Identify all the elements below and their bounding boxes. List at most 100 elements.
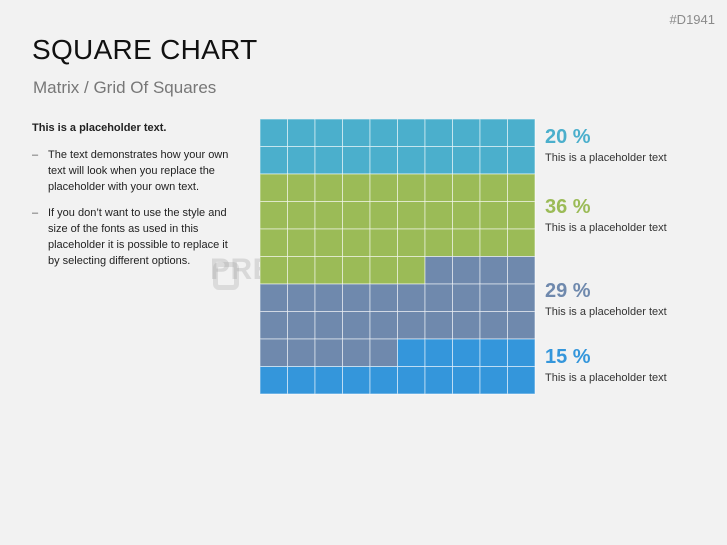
grid-square [507, 146, 536, 175]
grid-square [479, 338, 508, 367]
grid-square [287, 173, 316, 202]
grid-square [342, 283, 371, 312]
watermark-logo-icon [213, 262, 239, 290]
grid-square [507, 338, 536, 367]
dash-bullet: – [32, 207, 39, 219]
grid-square [369, 338, 398, 367]
grid-square [452, 366, 481, 395]
grid-square [397, 283, 426, 312]
legend-percent: 20 % [545, 126, 591, 148]
grid-square [314, 228, 343, 257]
grid-square [479, 283, 508, 312]
grid-square [452, 119, 481, 147]
legend-percent: 15 % [545, 346, 591, 368]
grid-square [424, 119, 453, 147]
grid-square [260, 256, 288, 285]
grid-square [260, 311, 288, 340]
grid-square [287, 338, 316, 367]
grid-square [369, 283, 398, 312]
grid-square [424, 173, 453, 202]
grid-square [507, 256, 536, 285]
grid-square [314, 338, 343, 367]
grid-square [314, 146, 343, 175]
grid-square [287, 228, 316, 257]
grid-square [314, 173, 343, 202]
grid-square [369, 228, 398, 257]
grid-square [397, 338, 426, 367]
slide-subtitle: Matrix / Grid Of Squares [33, 78, 217, 97]
grid-square [342, 366, 371, 395]
grid-square [342, 228, 371, 257]
grid-square [479, 311, 508, 340]
grid-square [479, 228, 508, 257]
grid-square [287, 311, 316, 340]
grid-square [507, 311, 536, 340]
grid-square [314, 119, 343, 147]
legend-item-0: 20 % This is a placeholder text [545, 126, 667, 164]
square-grid-chart [260, 119, 536, 395]
grid-square [260, 201, 288, 230]
grid-square [507, 366, 536, 395]
legend-description: This is a placeholder text [545, 152, 667, 164]
grid-square [260, 366, 288, 395]
grid-square [479, 146, 508, 175]
grid-square [342, 201, 371, 230]
grid-square [342, 338, 371, 367]
grid-square [314, 311, 343, 340]
grid-square [260, 283, 288, 312]
grid-square [424, 146, 453, 175]
grid-square [452, 173, 481, 202]
legend-description: This is a placeholder text [545, 222, 667, 234]
grid-square [314, 256, 343, 285]
grid-square [452, 228, 481, 257]
grid-square [397, 228, 426, 257]
grid-square [287, 119, 316, 147]
legend-item-2: 29 % This is a placeholder text [545, 280, 667, 318]
text-block: This is a placeholder text. – The text d… [32, 122, 242, 279]
grid-square [260, 228, 288, 257]
grid-square [397, 256, 426, 285]
grid-square [452, 283, 481, 312]
slide-code: #D1941 [669, 12, 715, 27]
grid-square [507, 283, 536, 312]
grid-square [314, 283, 343, 312]
legend-percent: 36 % [545, 196, 591, 218]
grid-square [314, 366, 343, 395]
grid-square [424, 228, 453, 257]
grid-square [452, 311, 481, 340]
grid-square [479, 256, 508, 285]
dash-bullet: – [32, 149, 39, 161]
bullet-item: – The text demonstrates how your own tex… [32, 147, 242, 195]
grid-square [397, 311, 426, 340]
legend-description: This is a placeholder text [545, 306, 667, 318]
grid-square [452, 201, 481, 230]
grid-square [479, 201, 508, 230]
legend-description: This is a placeholder text [545, 372, 667, 384]
grid-square [342, 256, 371, 285]
grid-square [369, 119, 398, 147]
grid-square [452, 256, 481, 285]
legend-item-1: 36 % This is a placeholder text [545, 196, 667, 234]
grid-square [452, 338, 481, 367]
grid-square [287, 256, 316, 285]
bullet-text: If you don’t want to use the style and s… [48, 207, 228, 267]
grid-square [342, 119, 371, 147]
grid-square [479, 119, 508, 147]
grid-square [342, 146, 371, 175]
bullet-item: – If you don’t want to use the style and… [32, 205, 242, 269]
grid-square [424, 338, 453, 367]
grid-square [424, 201, 453, 230]
grid-square [369, 146, 398, 175]
grid-square [287, 146, 316, 175]
grid-square [424, 311, 453, 340]
grid-square [479, 366, 508, 395]
bullet-list: – The text demonstrates how your own tex… [32, 147, 242, 269]
bullet-text: The text demonstrates how your own text … [48, 149, 229, 193]
grid-square [424, 366, 453, 395]
grid-square [287, 201, 316, 230]
grid-square [424, 283, 453, 312]
grid-square [397, 146, 426, 175]
grid-square [260, 119, 288, 147]
grid-square [369, 366, 398, 395]
legend-percent: 29 % [545, 280, 591, 302]
